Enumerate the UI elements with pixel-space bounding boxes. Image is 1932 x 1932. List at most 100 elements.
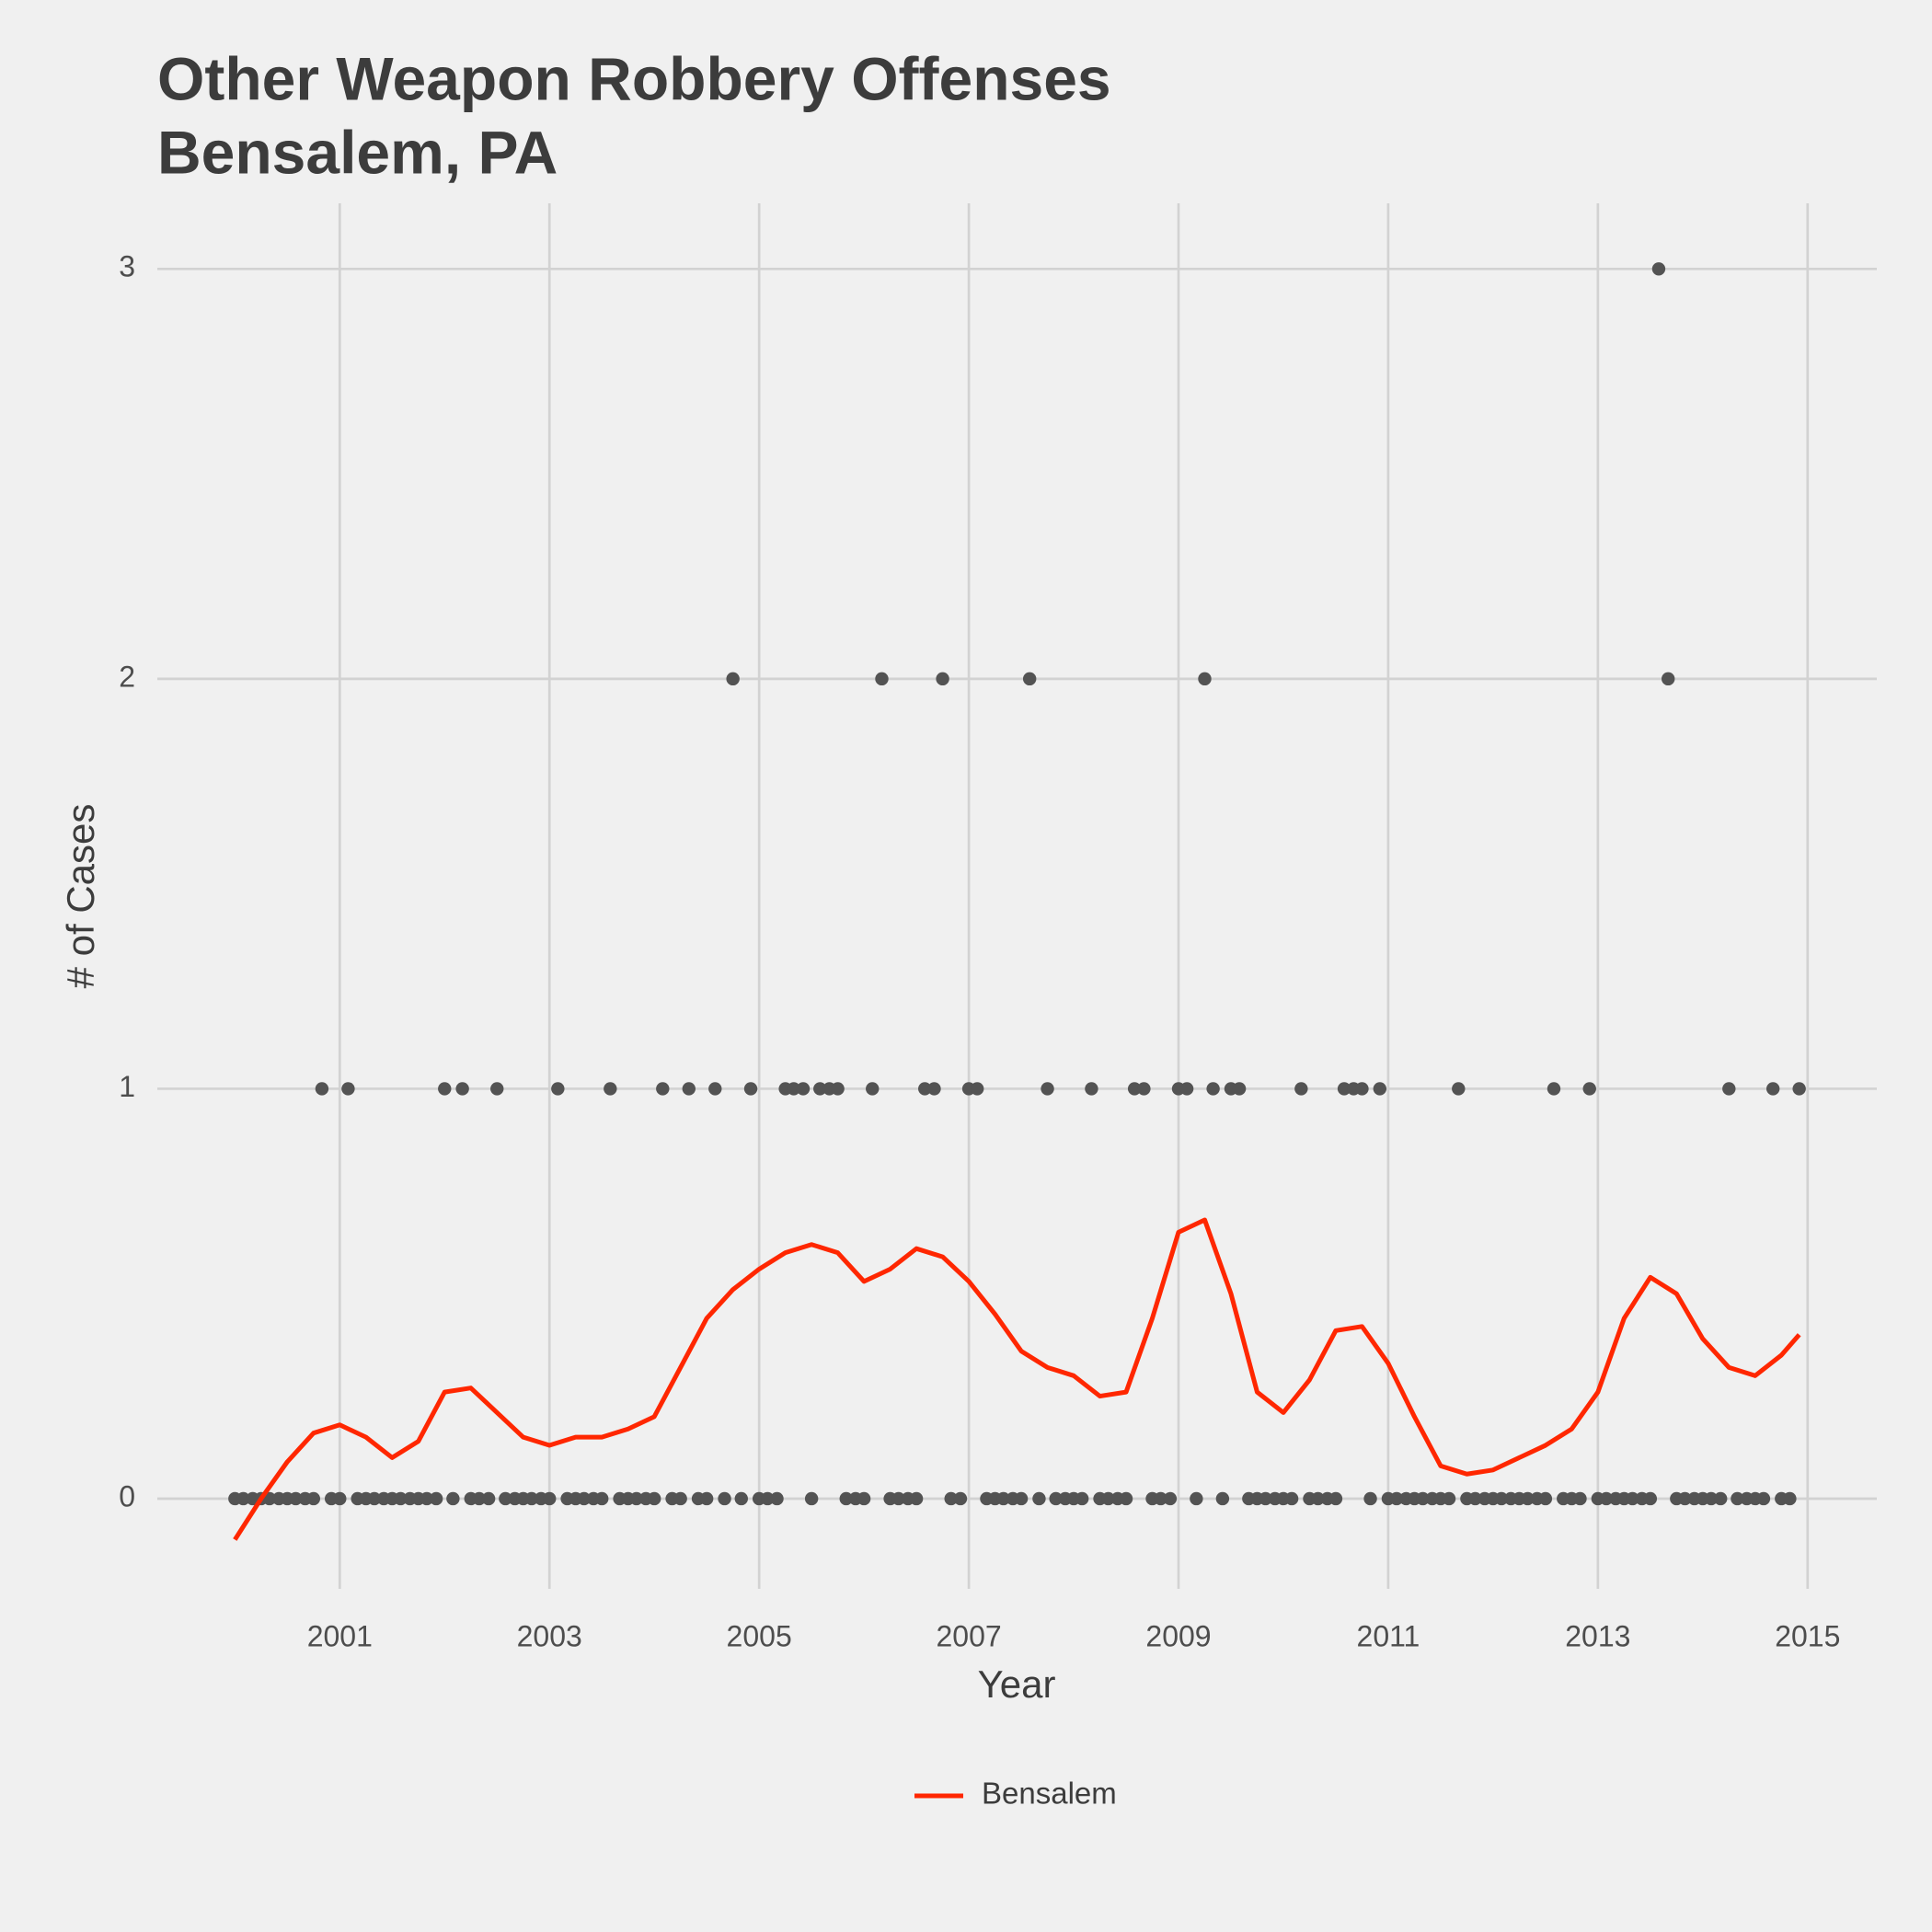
point [1337,1082,1351,1096]
point [909,1491,924,1506]
point [604,1082,617,1096]
x-tick-label: 2005 [727,1619,792,1652]
point [875,672,889,686]
point [1022,672,1037,686]
point [1163,1491,1178,1506]
point [629,1491,644,1506]
legend: Bensalem [914,1777,1117,1811]
point [813,1082,827,1096]
x-tick-label: 2003 [517,1619,582,1652]
point [1468,1491,1482,1506]
point [1259,1491,1272,1506]
point [1389,1491,1404,1506]
point [1311,1491,1325,1506]
point [673,1491,687,1506]
point [936,672,949,686]
point [499,1491,512,1506]
y-tick-label: 0 [119,1479,135,1512]
point [839,1491,853,1506]
point [1284,1491,1299,1506]
x-tick-label: 2001 [307,1619,373,1652]
point [647,1491,661,1506]
point [333,1491,347,1506]
point [1328,1491,1343,1506]
point [866,1082,880,1096]
point [1582,1082,1596,1096]
x-tick-label: 2013 [1565,1619,1630,1652]
point [1792,1082,1806,1096]
point [1704,1491,1719,1506]
point [367,1491,382,1506]
point [1494,1491,1509,1506]
point [446,1491,460,1506]
point [1643,1491,1658,1506]
point [1206,1082,1220,1096]
point [1756,1491,1771,1506]
point [1599,1491,1614,1506]
point [718,1491,731,1506]
chart-subtitle: Bensalem, PA [157,118,558,186]
point [1731,1491,1744,1506]
point [543,1491,557,1506]
point [1626,1491,1639,1506]
point [1119,1491,1133,1506]
point [682,1082,696,1096]
point [1573,1491,1587,1506]
point [804,1491,819,1506]
point [1294,1082,1308,1096]
y-tick-label: 2 [119,660,135,693]
point [656,1082,670,1096]
point [438,1082,452,1096]
point [289,1491,303,1506]
point [429,1491,443,1506]
point [944,1491,958,1506]
point [1355,1082,1369,1096]
point [734,1491,748,1506]
point [1678,1491,1692,1506]
point [1452,1082,1466,1096]
point [1232,1082,1247,1096]
point [1521,1491,1535,1506]
point [1085,1082,1098,1096]
point [472,1491,487,1506]
point [857,1491,871,1506]
point [1101,1491,1115,1506]
plot-area [228,262,1806,1541]
point [891,1491,905,1506]
point [1154,1491,1167,1506]
point [577,1491,592,1506]
point [1416,1491,1430,1506]
point [481,1491,496,1506]
point [1127,1082,1142,1096]
x-tick-label: 2009 [1145,1619,1211,1652]
point [970,1082,984,1096]
point [996,1491,1010,1506]
point [761,1491,775,1506]
point [953,1491,968,1506]
point [726,672,740,686]
point [490,1082,504,1096]
point [455,1082,469,1096]
point [420,1491,434,1506]
point [1722,1082,1736,1096]
x-tick-label: 2011 [1357,1619,1420,1652]
y-tick-label: 1 [119,1070,135,1103]
point [1442,1491,1456,1506]
point [236,1491,250,1506]
point [1049,1491,1063,1506]
point [1713,1491,1728,1506]
point [1662,672,1675,686]
point [306,1491,321,1506]
point [1041,1082,1054,1096]
point [770,1491,784,1506]
point [1075,1491,1089,1506]
point [1198,672,1212,686]
point [699,1491,714,1506]
point [1783,1491,1797,1506]
line [233,1217,1801,1541]
point [595,1491,609,1506]
point [1373,1082,1387,1096]
